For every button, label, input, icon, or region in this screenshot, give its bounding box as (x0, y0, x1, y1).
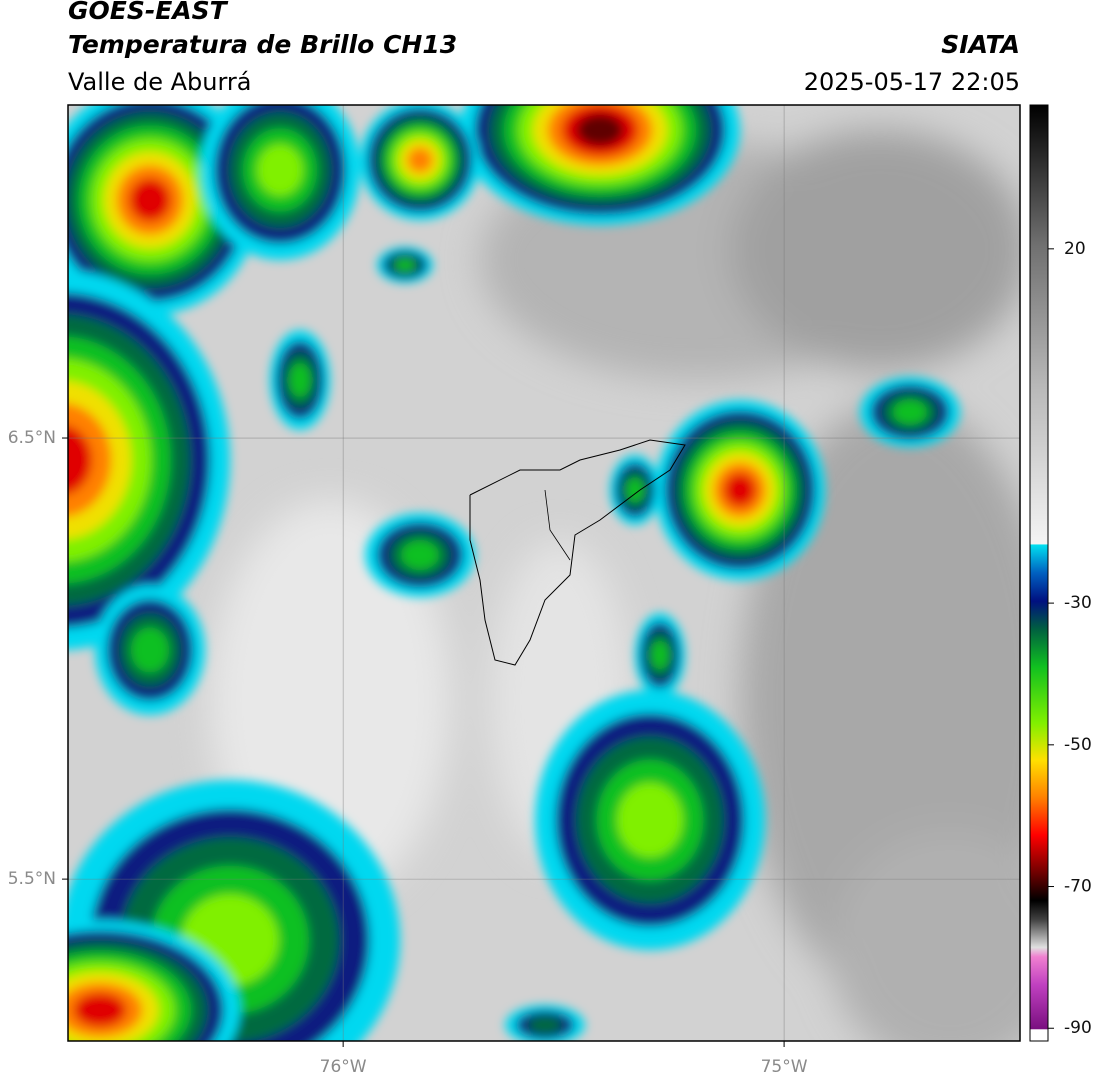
cloud-contour (68, 425, 92, 495)
cloud-contour (129, 178, 171, 222)
gray-patch (830, 830, 1020, 1041)
cloud-contour (400, 540, 440, 570)
subtitle: Temperatura de Brillo CH13 (68, 30, 457, 59)
valley-boundary (469, 439, 686, 666)
cloud-contour (724, 473, 756, 507)
colorbar-label: -30 (1064, 593, 1092, 613)
colorbar-label: -50 (1064, 735, 1092, 755)
cloud-contour (576, 114, 624, 146)
source: SIATA (941, 30, 1020, 59)
cloud-contour (892, 399, 928, 425)
x-tick-label: 76°W (320, 1057, 367, 1077)
cloud-contour (651, 640, 669, 670)
gray-patch (730, 130, 1020, 370)
colorbar-label: -70 (1064, 877, 1092, 897)
cloud-contour (407, 147, 433, 173)
cloud-contour (130, 627, 170, 673)
cloud-contour (289, 362, 311, 398)
map-frame (67, 104, 1021, 1042)
cloud-contour (626, 477, 644, 503)
colorbar (1029, 104, 1049, 1042)
y-tick-label: 5.5°N (8, 869, 56, 889)
timestamp: 2025-05-17 22:05 (804, 68, 1020, 96)
cloud-contour (395, 258, 415, 272)
cloud-contour (617, 782, 683, 858)
cloud-contour (73, 993, 127, 1027)
cloud-tops (68, 105, 960, 1041)
satellite-image (68, 105, 1020, 1041)
municipal-boundary (544, 489, 571, 561)
cloud-contour (527, 1016, 563, 1034)
title: GOES-EAST (68, 0, 229, 25)
colorbar-label: -90 (1064, 1018, 1092, 1038)
cloud-contour (68, 403, 112, 517)
colorbar-label: 20 (1064, 239, 1086, 259)
region: Valle de Aburrá (68, 68, 252, 96)
x-tick-label: 75°W (761, 1057, 808, 1077)
cloud-contour (257, 144, 303, 196)
y-tick-label: 6.5°N (8, 428, 56, 448)
